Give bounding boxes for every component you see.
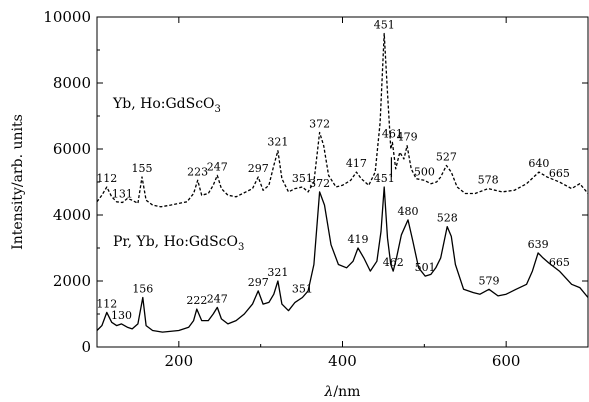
y-tick-label: 2000 [53,272,91,290]
x-tick-label: 200 [165,352,194,370]
series-line-1 [96,32,589,208]
peak-label: 351 [292,172,313,185]
y-tick-label: 4000 [53,206,91,224]
series-layer [96,32,589,333]
x-axis-unit: /nm [333,384,360,400]
peak-label: 500 [414,165,435,178]
peak-label: 130 [111,309,132,322]
x-tick-label: 600 [492,352,521,370]
peak-label: 451 [374,172,395,185]
peak-label: 222 [186,294,207,307]
peak-label: 579 [478,274,499,287]
y-tick-label: 0 [81,338,91,356]
y-axis-label: Intensity/arb. units [10,114,26,250]
peak-label: 112 [96,297,117,310]
x-axis-label: λ/nm [324,384,361,400]
peak-label: 112 [96,172,117,185]
peak-label: 372 [309,118,330,131]
peak-label: 451 [374,19,395,32]
y-tick-label: 8000 [53,74,91,92]
peak-label: 665 [549,256,570,269]
peak-label: 297 [248,276,269,289]
peak-label: 501 [415,261,436,274]
peak-label: 417 [346,157,367,170]
peak-label: 372 [309,177,330,190]
peak-label: 247 [207,292,228,305]
peak-label: 156 [132,283,153,296]
peak-label: 297 [248,162,269,175]
series-label-1: Yb, Ho:GdScO3 [112,96,221,115]
peak-label: 639 [528,238,549,251]
peak-label: 247 [207,160,228,173]
peak-label: 665 [549,167,570,180]
x-tick-label: 400 [328,352,357,370]
peak-label: 480 [397,205,418,218]
peak-label: 461 [382,127,403,140]
series-labels: Yb, Ho:GdScO3 Pr, Yb, Ho:GdScO3 [112,96,244,253]
peak-label: 351 [292,283,313,296]
peak-label: 131 [112,187,133,200]
peak-label: 155 [132,162,153,175]
peak-label: 419 [348,233,369,246]
peak-label: 479 [397,131,418,144]
peak-label: 462 [383,256,404,269]
y-tick-label: 6000 [53,140,91,158]
series-label-2: Pr, Yb, Ho:GdScO3 [113,234,244,253]
plot-frame [96,16,589,348]
peak-label: 578 [478,174,499,187]
peak-label: 640 [528,157,549,170]
peak-label: 527 [436,151,457,164]
series-line-2 [96,186,589,333]
peak-label: 321 [267,266,288,279]
peak-label: 223 [187,165,208,178]
peak-label: 321 [267,136,288,149]
peak-label: 528 [437,212,458,225]
y-tick-label: 10000 [43,8,91,26]
x-axis-symbol: λ [324,384,334,400]
axis-ticks: 0 2000 4000 6000 8000 10000 200 400 600 [43,8,589,370]
